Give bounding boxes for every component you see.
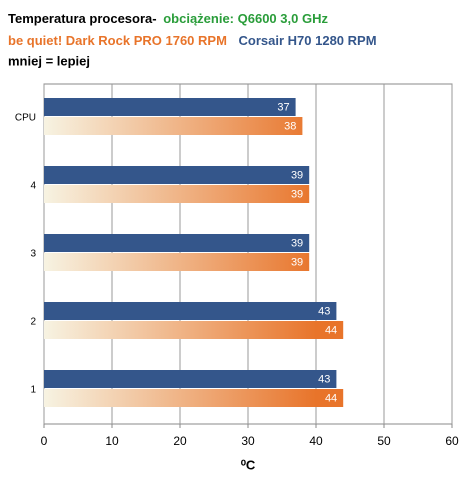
x-axis-label: ⁰C (241, 457, 256, 472)
y-tick-label: CPU (15, 113, 36, 124)
bar (44, 185, 310, 203)
value-label: 37 (277, 101, 289, 113)
annotation: mniej = lepiej (8, 53, 90, 68)
bar (44, 302, 337, 320)
x-tick-label: 50 (377, 434, 391, 448)
bar (44, 166, 310, 184)
x-tick-label: 0 (41, 434, 48, 448)
x-tick-label: 40 (309, 434, 323, 448)
legend-entry: be quiet! Dark Rock PRO 1760 RPM (8, 33, 227, 48)
y-tick-label: 1 (30, 385, 36, 396)
value-label: 39 (291, 256, 303, 268)
value-label: 43 (318, 373, 330, 385)
value-label: 44 (325, 324, 337, 336)
legend: be quiet! Dark Rock PRO 1760 RPM Corsair… (8, 33, 377, 48)
y-tick-label: 3 (30, 249, 36, 260)
value-label: 39 (291, 169, 303, 181)
value-label: 44 (325, 392, 337, 404)
bar (44, 253, 310, 271)
value-label: 39 (291, 237, 303, 249)
x-tick-label: 20 (173, 434, 187, 448)
bar (44, 117, 303, 135)
legend-entry: Corsair H70 1280 RPM (239, 33, 377, 48)
value-label: 38 (284, 120, 296, 132)
chart-subtitle: obciążenie: Q6600 3,0 GHz (163, 11, 328, 26)
x-tick-label: 30 (241, 434, 255, 448)
value-label: 43 (318, 305, 330, 317)
bar (44, 234, 310, 252)
y-tick-label: 4 (30, 181, 36, 192)
x-tick-label: 10 (105, 434, 119, 448)
bar (44, 370, 337, 388)
title-line: Temperatura procesora- obciążenie: Q6600… (8, 11, 328, 26)
chart-title: Temperatura procesora- (8, 11, 157, 26)
bar (44, 98, 296, 116)
bar (44, 389, 344, 407)
x-tick-label: 60 (445, 434, 459, 448)
value-label: 39 (291, 188, 303, 200)
bar (44, 321, 344, 339)
y-tick-label: 2 (30, 317, 36, 328)
